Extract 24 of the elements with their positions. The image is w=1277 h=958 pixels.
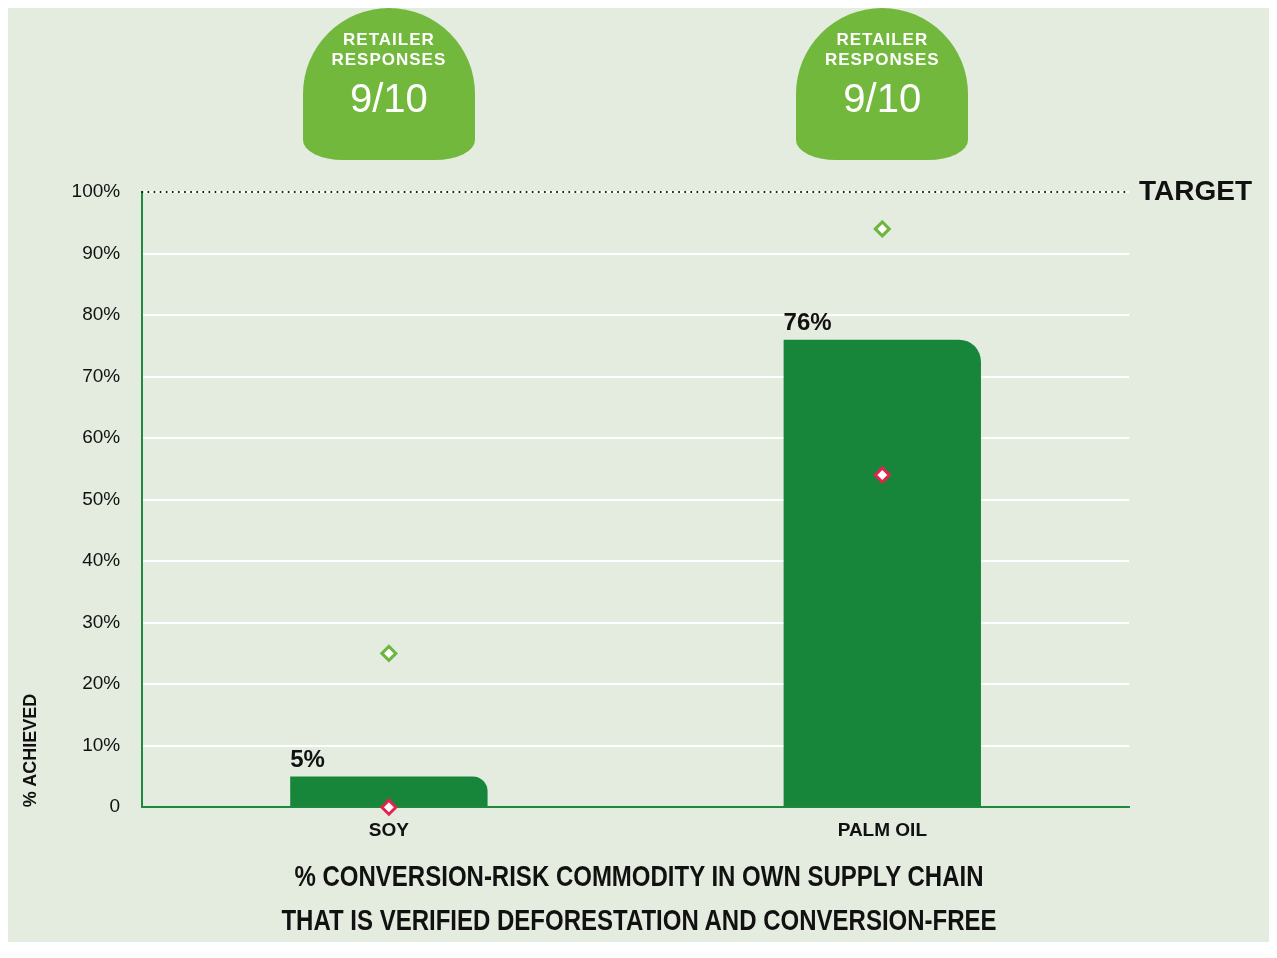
y-tick-label: 0 [109, 795, 121, 817]
badge: RETAILER RESPONSES 9/10 [796, 8, 969, 160]
x-tick-label: PALM OIL [837, 818, 928, 840]
y-tick-label: 20% [82, 672, 121, 694]
badge: RETAILER RESPONSES 9/10 [302, 8, 475, 160]
ref-line-label: TARGET [1139, 174, 1253, 206]
y-tick-label: 50% [82, 487, 121, 509]
y-axis-title: % ACHIEVED [19, 693, 40, 808]
data-label: 5% [290, 745, 325, 773]
y-tick-label: 70% [82, 364, 121, 386]
y-tick-label: 60% [82, 426, 121, 448]
y-tick-label: 80% [82, 303, 121, 325]
y-tick-label: 30% [82, 610, 121, 632]
data-label: 76% [783, 308, 832, 336]
point [873, 466, 891, 484]
point [380, 644, 398, 662]
x-tick-label: SOY [368, 818, 410, 840]
y-tick-label: 10% [82, 733, 121, 755]
y-tick-label: 40% [82, 549, 121, 571]
y-tick-label: 90% [82, 241, 121, 263]
point [380, 798, 398, 816]
y-tick-label: 100% [71, 180, 121, 202]
text: % CONVERSION-RISK COMMODITY IN OWN SUPPLY CHAIN THAT IS VERIFIED DEFORESTATION AND CONVERSION-FREE [279, 858, 998, 938]
point [873, 220, 891, 238]
